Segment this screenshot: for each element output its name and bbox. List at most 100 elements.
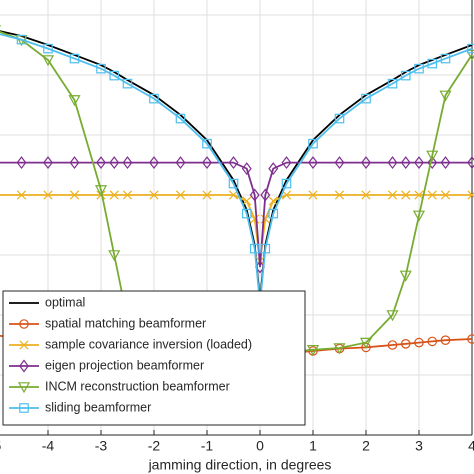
- marker: [43, 43, 53, 54]
- marker: [401, 190, 411, 200]
- marker: [268, 208, 279, 219]
- marker: [361, 93, 371, 104]
- marker: [69, 53, 80, 64]
- marker: [228, 156, 239, 170]
- marker: [149, 190, 159, 200]
- legend-label: eigen projection beamformer: [45, 358, 204, 372]
- marker: [308, 156, 318, 170]
- marker: [281, 178, 292, 189]
- marker: [426, 150, 439, 162]
- marker: [281, 190, 292, 200]
- legend-label: INCM reconstruction beamformer: [45, 379, 230, 393]
- marker: [386, 310, 399, 322]
- marker: [467, 43, 474, 54]
- marker: [109, 190, 119, 200]
- x-tick-label: 4: [468, 438, 474, 454]
- marker: [387, 78, 398, 89]
- marker: [228, 178, 239, 189]
- marker: [427, 336, 438, 347]
- marker: [19, 403, 29, 413]
- marker: [467, 334, 474, 344]
- marker: [175, 156, 186, 170]
- marker: [439, 90, 452, 102]
- marker: [96, 156, 106, 170]
- marker: [69, 190, 80, 200]
- marker: [16, 156, 27, 170]
- marker: [427, 156, 438, 170]
- marker: [412, 210, 426, 222]
- marker: [109, 156, 120, 170]
- legend: optimal spatial matching beamformer sample…: [2, 290, 306, 426]
- marker: [467, 190, 474, 200]
- marker: [43, 190, 53, 200]
- x-tick-label: 3: [415, 438, 423, 454]
- marker: [440, 335, 451, 345]
- marker: [109, 70, 120, 81]
- marker: [268, 196, 278, 206]
- x-tick-label: -3: [95, 438, 108, 454]
- marker: [68, 95, 81, 107]
- marker: [149, 93, 159, 104]
- marker: [41, 55, 55, 67]
- marker: [281, 156, 292, 170]
- x-tick-label: -2: [148, 438, 161, 454]
- marker: [255, 260, 265, 274]
- series-line: [0, 161, 472, 268]
- marker: [202, 138, 212, 149]
- marker: [19, 340, 29, 350]
- legend-box: [2, 290, 306, 426]
- marker: [414, 190, 424, 200]
- marker: [399, 270, 412, 282]
- marker: [43, 156, 53, 170]
- marker: [175, 190, 186, 200]
- marker: [414, 337, 424, 348]
- marker: [414, 63, 424, 74]
- marker: [122, 190, 133, 200]
- marker: [334, 156, 345, 170]
- marker: [69, 156, 80, 170]
- marker: [333, 343, 346, 355]
- x-tick-label: -1: [201, 438, 214, 454]
- marker: [96, 63, 106, 74]
- marker: [122, 78, 133, 89]
- legend-label: sample covariance inversion (loaded): [45, 337, 252, 351]
- marker: [400, 338, 411, 349]
- marker: [17, 382, 31, 394]
- marker: [306, 345, 320, 357]
- marker: [16, 34, 27, 45]
- marker: [19, 359, 29, 373]
- marker: [228, 190, 239, 200]
- marker: [414, 156, 424, 170]
- legend-label: sliding beamformer: [45, 400, 151, 414]
- marker: [149, 156, 159, 170]
- marker: [440, 156, 451, 170]
- marker: [122, 156, 133, 170]
- marker: [241, 162, 252, 176]
- marker: [334, 190, 345, 200]
- marker: [202, 156, 212, 170]
- marker: [260, 188, 271, 202]
- legend-label: spatial matching beamformer: [45, 316, 206, 330]
- marker: [249, 243, 260, 254]
- marker: [94, 185, 108, 197]
- marker: [260, 243, 271, 254]
- marker: [359, 337, 373, 349]
- series-line: [0, 33, 473, 304]
- marker: [308, 190, 318, 200]
- marker: [387, 190, 398, 200]
- marker: [249, 188, 260, 202]
- marker: [361, 156, 371, 170]
- marker: [268, 162, 279, 176]
- x-axis-label: jamming direction, in degrees: [148, 457, 332, 473]
- marker: [19, 319, 29, 329]
- marker: [387, 340, 398, 350]
- marker: [242, 196, 252, 206]
- legend-label: optimal: [45, 295, 85, 309]
- marker: [308, 138, 318, 149]
- marker: [387, 156, 398, 170]
- marker: [361, 190, 371, 200]
- marker: [400, 70, 411, 81]
- marker: [108, 250, 121, 262]
